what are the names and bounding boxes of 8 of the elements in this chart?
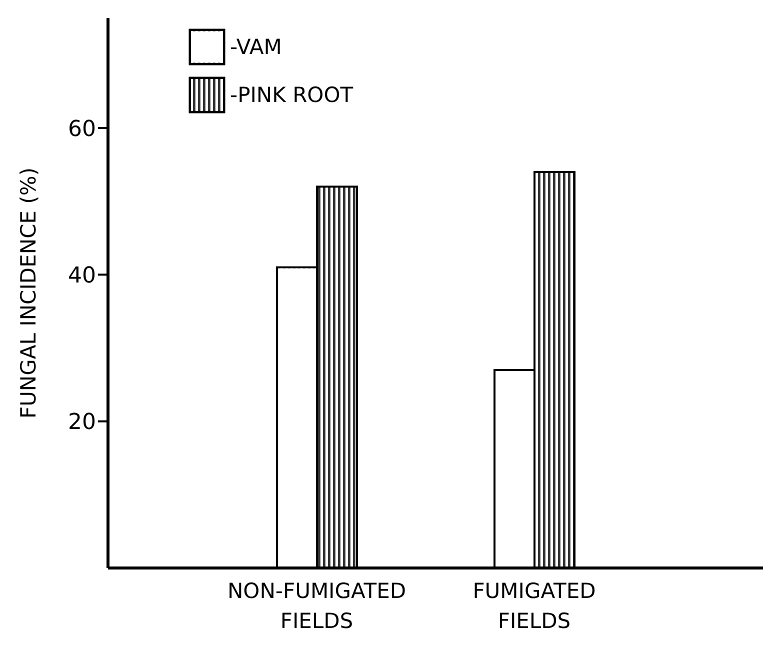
x-tick-label: FUMIGATED FIELDS — [472, 579, 596, 633]
y-axis-title: FUNGAL INCIDENCE (%) — [16, 167, 40, 419]
legend-label: -VAM — [230, 35, 282, 59]
y-tick-label: 60 — [68, 116, 96, 142]
legend-label: -PINK ROOT — [230, 83, 354, 107]
x-tick-label: NON-FUMIGATED FIELDS — [227, 579, 406, 633]
y-tick-label: 40 — [68, 263, 96, 288]
y-tick-label: 20 — [68, 410, 96, 436]
